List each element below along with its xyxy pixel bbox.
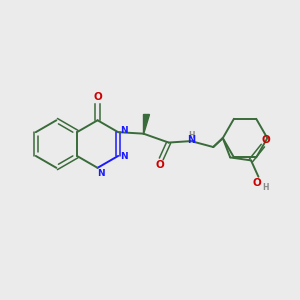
Text: N: N — [120, 152, 128, 161]
Polygon shape — [143, 114, 149, 134]
Text: O: O — [93, 92, 102, 102]
Text: O: O — [155, 160, 164, 170]
Text: N: N — [97, 169, 104, 178]
Text: H: H — [188, 131, 195, 140]
Text: N: N — [120, 126, 127, 135]
Text: O: O — [262, 135, 270, 145]
Text: N: N — [187, 135, 195, 145]
Text: O: O — [253, 178, 261, 188]
Text: H: H — [262, 183, 269, 192]
